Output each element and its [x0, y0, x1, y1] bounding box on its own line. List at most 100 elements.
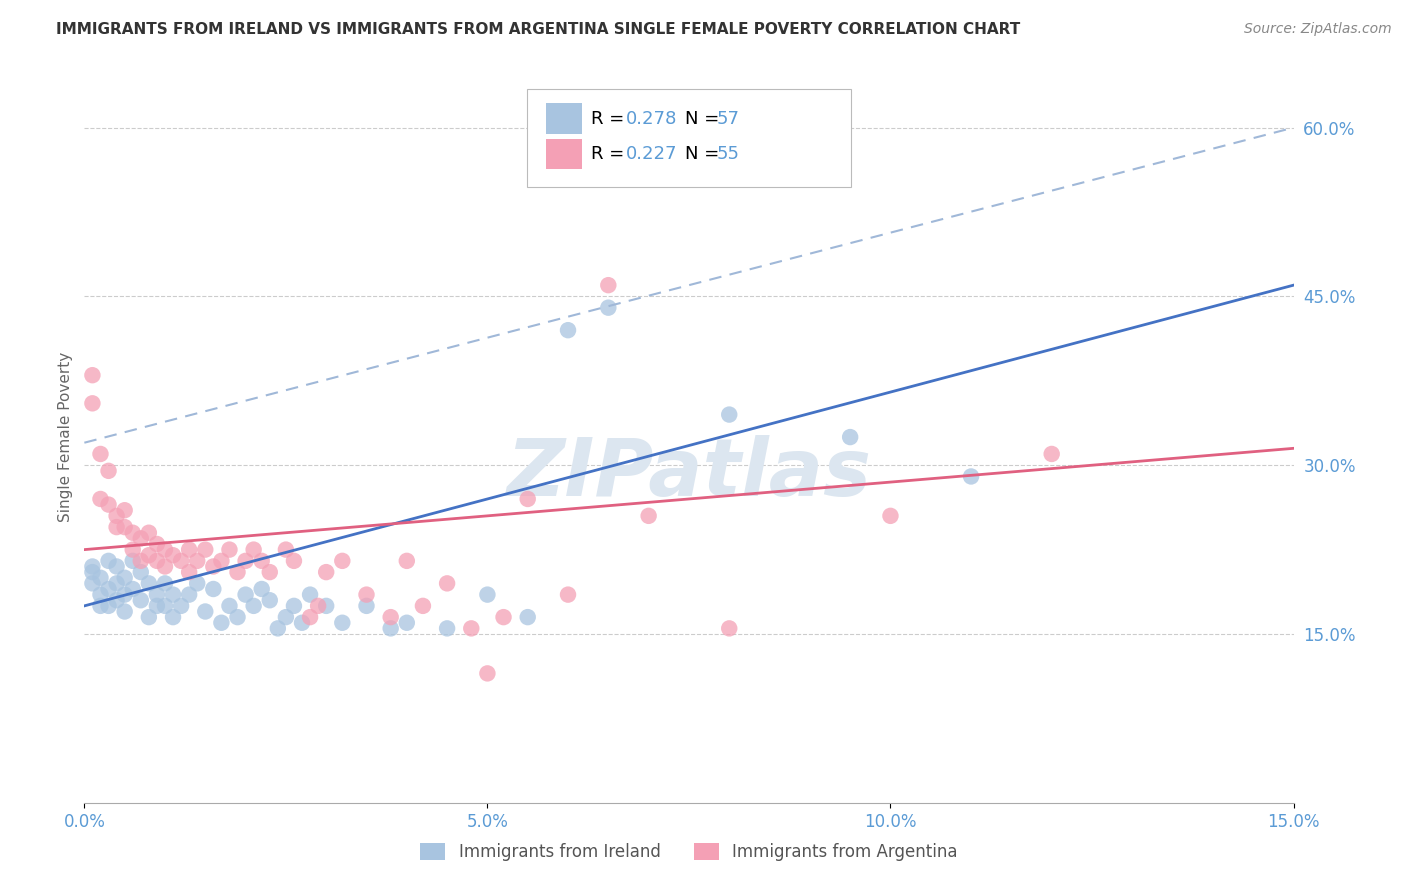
Text: R =: R = — [591, 145, 630, 163]
Point — [259, 593, 281, 607]
Point — [235, 554, 257, 568]
Text: N =: N = — [685, 110, 724, 128]
Point — [194, 605, 217, 619]
Point — [1040, 447, 1063, 461]
Point — [105, 520, 128, 534]
Point — [121, 525, 143, 540]
Point — [186, 576, 208, 591]
Text: 0.227: 0.227 — [626, 145, 678, 163]
Point — [82, 368, 104, 383]
Point — [89, 571, 111, 585]
Point — [250, 554, 273, 568]
Point — [121, 554, 143, 568]
Point — [194, 542, 217, 557]
Point — [202, 559, 225, 574]
Point — [186, 554, 208, 568]
Point — [97, 554, 120, 568]
Point — [477, 588, 499, 602]
Point — [153, 559, 176, 574]
Point — [477, 666, 499, 681]
Point — [274, 610, 297, 624]
Point — [97, 464, 120, 478]
Point — [162, 588, 184, 602]
Point — [299, 588, 322, 602]
Point — [718, 408, 741, 422]
Point — [138, 525, 160, 540]
Point — [114, 571, 136, 585]
Point — [380, 621, 402, 635]
Point — [153, 542, 176, 557]
Point — [557, 323, 579, 337]
Point — [209, 615, 232, 630]
Point — [436, 621, 458, 635]
Point — [960, 469, 983, 483]
Point — [105, 576, 128, 591]
Point — [235, 588, 257, 602]
Point — [242, 599, 264, 613]
Point — [356, 599, 378, 613]
Point — [162, 548, 184, 562]
Point — [146, 554, 169, 568]
Point — [138, 610, 160, 624]
Point — [516, 610, 538, 624]
Point — [97, 498, 120, 512]
Point — [395, 554, 418, 568]
Point — [259, 565, 281, 579]
Point — [330, 554, 353, 568]
Point — [242, 542, 264, 557]
Point — [114, 605, 136, 619]
Point — [283, 599, 305, 613]
Text: Source: ZipAtlas.com: Source: ZipAtlas.com — [1244, 22, 1392, 37]
Point — [330, 615, 353, 630]
Point — [557, 588, 579, 602]
Point — [82, 396, 104, 410]
Text: 55: 55 — [717, 145, 740, 163]
Point — [162, 610, 184, 624]
Point — [82, 576, 104, 591]
Point — [146, 599, 169, 613]
Point — [315, 599, 337, 613]
Point — [209, 554, 232, 568]
Point — [202, 582, 225, 596]
Point — [114, 588, 136, 602]
Point — [97, 599, 120, 613]
Point — [121, 542, 143, 557]
Point — [114, 503, 136, 517]
Text: 0.278: 0.278 — [626, 110, 678, 128]
Point — [267, 621, 290, 635]
Point — [283, 554, 305, 568]
Point — [274, 542, 297, 557]
Point — [380, 610, 402, 624]
Legend: Immigrants from Ireland, Immigrants from Argentina: Immigrants from Ireland, Immigrants from… — [413, 836, 965, 868]
Text: IMMIGRANTS FROM IRELAND VS IMMIGRANTS FROM ARGENTINA SINGLE FEMALE POVERTY CORRE: IMMIGRANTS FROM IRELAND VS IMMIGRANTS FR… — [56, 22, 1021, 37]
Point — [153, 576, 176, 591]
Point — [226, 610, 249, 624]
Point — [153, 599, 176, 613]
Point — [105, 559, 128, 574]
Point — [89, 491, 111, 506]
Point — [299, 610, 322, 624]
Point — [718, 621, 741, 635]
Point — [218, 599, 240, 613]
Point — [226, 565, 249, 579]
Point — [637, 508, 659, 523]
Point — [146, 588, 169, 602]
Point — [129, 593, 152, 607]
Point — [291, 615, 314, 630]
Point — [97, 582, 120, 596]
Point — [138, 576, 160, 591]
Point — [516, 491, 538, 506]
Text: R =: R = — [591, 110, 630, 128]
Point — [170, 599, 193, 613]
Point — [129, 565, 152, 579]
Point — [179, 565, 201, 579]
Point — [89, 599, 111, 613]
Point — [82, 559, 104, 574]
Point — [879, 508, 901, 523]
Point — [105, 508, 128, 523]
Point — [315, 565, 337, 579]
Point — [460, 621, 482, 635]
Point — [105, 593, 128, 607]
Point — [170, 554, 193, 568]
Point — [307, 599, 329, 613]
